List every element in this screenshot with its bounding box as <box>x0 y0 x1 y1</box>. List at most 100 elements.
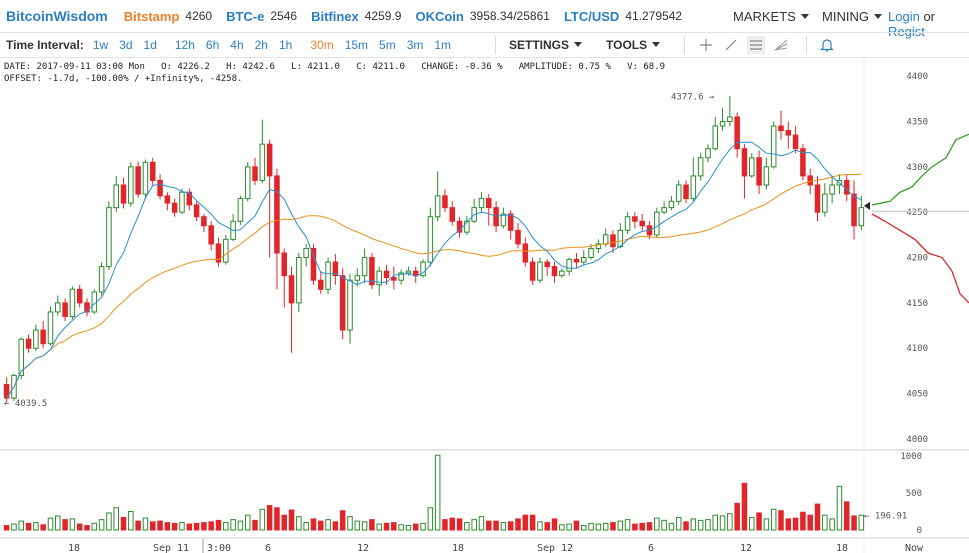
interval-1m[interactable]: 1m <box>434 38 452 52</box>
volume-bar <box>756 512 762 531</box>
candle-up <box>405 270 412 274</box>
candle-down <box>135 166 141 195</box>
brand-logo[interactable]: BitcoinWisdom <box>6 8 108 24</box>
candle-up <box>719 120 726 127</box>
volume-bar <box>763 518 770 531</box>
markets-menu-label: MARKETS <box>733 9 796 24</box>
interval-5m[interactable]: 5m <box>379 38 396 52</box>
chevron-down-icon <box>652 42 661 47</box>
candle-up <box>829 184 835 195</box>
candle-down <box>734 116 740 150</box>
price-axis-label: 4000 <box>906 435 928 445</box>
fan-tool-icon[interactable] <box>772 36 790 54</box>
volume-bar <box>266 505 273 531</box>
candle-down <box>281 252 288 277</box>
candle-down <box>573 258 580 263</box>
candle-up <box>617 229 624 248</box>
hamburger-icon[interactable] <box>747 36 765 54</box>
volume-bar <box>339 510 346 531</box>
register-link[interactable]: Regist <box>888 24 925 39</box>
crosshair-icon[interactable] <box>697 36 715 54</box>
volume-axis-label: 1000 <box>900 452 922 462</box>
volume-bar <box>201 522 207 531</box>
volume-bar <box>800 511 806 531</box>
interval-30m[interactable]: 30m <box>310 38 334 52</box>
volume-bar <box>434 454 441 531</box>
volume-bar <box>186 523 193 531</box>
candle-up <box>654 211 660 236</box>
price-axis-label: 4300 <box>906 163 928 173</box>
volume-bar <box>770 508 777 531</box>
volume-bar <box>814 503 821 531</box>
volume-bar <box>851 515 857 531</box>
markets-menu[interactable]: MARKETS <box>733 9 809 24</box>
candle-down <box>632 216 638 222</box>
market-bitfinex[interactable]: Bitfinex <box>311 8 359 24</box>
interval-6h[interactable]: 6h <box>205 38 220 52</box>
candle-down <box>683 184 689 200</box>
volume-bar <box>193 522 200 531</box>
candle-up <box>434 195 441 218</box>
interval-1h[interactable]: 1h <box>278 38 293 52</box>
volume-bar <box>843 501 850 531</box>
volume-bar <box>522 514 529 531</box>
candle-down <box>201 216 207 227</box>
interval-2h[interactable]: 2h <box>254 38 268 52</box>
candlestick-chart[interactable]: 4400 4350 4300 4250 4200 4150 4100 4050 4000 1000… <box>0 58 969 553</box>
market-bitstamp[interactable]: Bitstamp <box>123 8 180 24</box>
candle-up <box>588 247 594 259</box>
candle-down <box>522 243 529 263</box>
candle-down <box>149 161 156 181</box>
chevron-down-icon <box>574 42 583 47</box>
chevron-down-icon <box>873 14 882 19</box>
interval-3m[interactable]: 3m <box>406 38 424 52</box>
toolbar-divider <box>806 36 807 54</box>
candle-up <box>770 125 777 168</box>
tools-menu[interactable]: TOOLS <box>606 38 661 52</box>
or-text: or <box>923 9 935 24</box>
volume-bar <box>215 519 222 531</box>
interval-3d[interactable]: 3d <box>119 38 133 52</box>
candle-down <box>171 202 178 213</box>
interval-12h[interactable]: 12h <box>174 38 195 52</box>
toolbar-divider <box>684 36 685 54</box>
price-axis-label: 4350 <box>906 117 928 127</box>
volume-bar <box>361 521 368 531</box>
mining-menu[interactable]: MINING <box>822 9 882 24</box>
line-tool-icon[interactable] <box>722 36 740 54</box>
settings-menu[interactable]: SETTINGS <box>509 38 583 52</box>
volume-bar <box>456 518 463 531</box>
candle-down <box>84 302 90 313</box>
login-link[interactable]: Login <box>888 9 920 24</box>
candle-down <box>157 179 163 197</box>
candle-down <box>610 234 616 248</box>
volume-bar <box>566 523 572 531</box>
candle-down <box>814 184 821 213</box>
market-ltcusd[interactable]: LTC/USD <box>563 8 620 24</box>
candle-down <box>807 175 813 186</box>
volume-bar <box>296 516 302 531</box>
interval-15m[interactable]: 15m <box>344 38 369 52</box>
bell-icon[interactable] <box>818 36 836 54</box>
volume-bar <box>624 519 631 531</box>
volume-bar <box>47 517 54 531</box>
candle-down <box>252 166 258 181</box>
price-axis-label: 4150 <box>906 299 928 309</box>
interval-1w[interactable]: 1w <box>92 38 109 52</box>
interval-4h[interactable]: 4h <box>230 38 244 52</box>
candle-down <box>186 191 193 206</box>
candle-up <box>259 143 266 181</box>
candle-up <box>580 257 587 263</box>
volume-bar <box>493 520 499 531</box>
volume-bar <box>478 516 485 531</box>
depth-bid-line <box>871 133 969 206</box>
volume-bar <box>91 522 98 531</box>
candle-down <box>383 270 390 278</box>
high-annotation: 4377.6 → <box>671 92 715 102</box>
volume-bar <box>822 514 828 531</box>
candle-up <box>296 257 302 304</box>
interval-1d[interactable]: 1d <box>143 38 157 52</box>
market-okcoin[interactable]: OKCoin <box>415 8 464 24</box>
candle-up <box>55 302 61 313</box>
market-btce[interactable]: BTC-e <box>226 8 265 24</box>
